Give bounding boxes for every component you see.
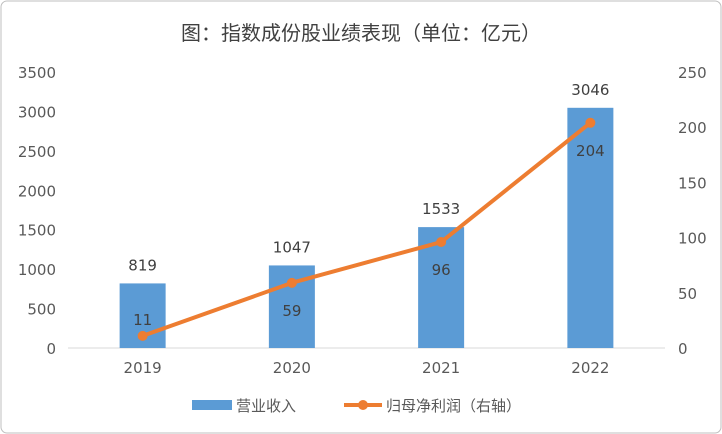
- line-point-2019: [137, 330, 148, 341]
- bar-data-label: 3046: [571, 81, 609, 99]
- line-data-label: 96: [432, 261, 451, 279]
- line-point-2020: [286, 277, 297, 288]
- line-data-label: 204: [576, 142, 605, 160]
- x-tick-label: 2021: [422, 359, 460, 377]
- y-right-tick-label: 150: [678, 174, 707, 192]
- line-data-label: 11: [133, 311, 152, 329]
- line-net-profit: [141, 121, 592, 338]
- y-right-tick-label: 200: [678, 119, 707, 137]
- line-point-2022: [585, 117, 596, 128]
- y-left-tick-label: 500: [27, 301, 56, 319]
- bar-revenue-2022: [567, 107, 614, 348]
- y-right-tick-label: 250: [678, 64, 707, 82]
- y-left-tick-label: 3000: [18, 103, 56, 121]
- y-right-tick-label: 100: [678, 230, 707, 248]
- line-point-2021: [436, 237, 447, 248]
- legend-bar-label: 营业收入: [236, 397, 296, 415]
- legend-line-marker: [358, 400, 368, 410]
- chart-title: 图：指数成份股业绩表现（单位：亿元）: [181, 21, 541, 45]
- bar-data-label: 1533: [422, 200, 460, 218]
- y-right-tick-label: 50: [678, 285, 697, 303]
- y-left-tick-label: 0: [46, 340, 56, 358]
- y-right-tick-label: 0: [678, 340, 688, 358]
- y-left-tick-label: 1500: [18, 222, 56, 240]
- line-data-label: 59: [282, 302, 301, 320]
- y-left-tick-label: 2500: [18, 143, 56, 161]
- bar-data-label: 819: [128, 256, 157, 274]
- bar-data-label: 1047: [273, 238, 311, 256]
- y-left-tick-label: 3500: [18, 64, 56, 82]
- x-tick-label: 2020: [273, 359, 311, 377]
- x-tick-label: 2019: [124, 359, 162, 377]
- legend-bar-swatch: [192, 400, 232, 410]
- y-left-tick-label: 2000: [18, 182, 56, 200]
- legend-line-label: 归母净利润（右轴）: [386, 397, 521, 415]
- x-tick-label: 2022: [571, 359, 609, 377]
- y-left-tick-label: 1000: [18, 261, 56, 279]
